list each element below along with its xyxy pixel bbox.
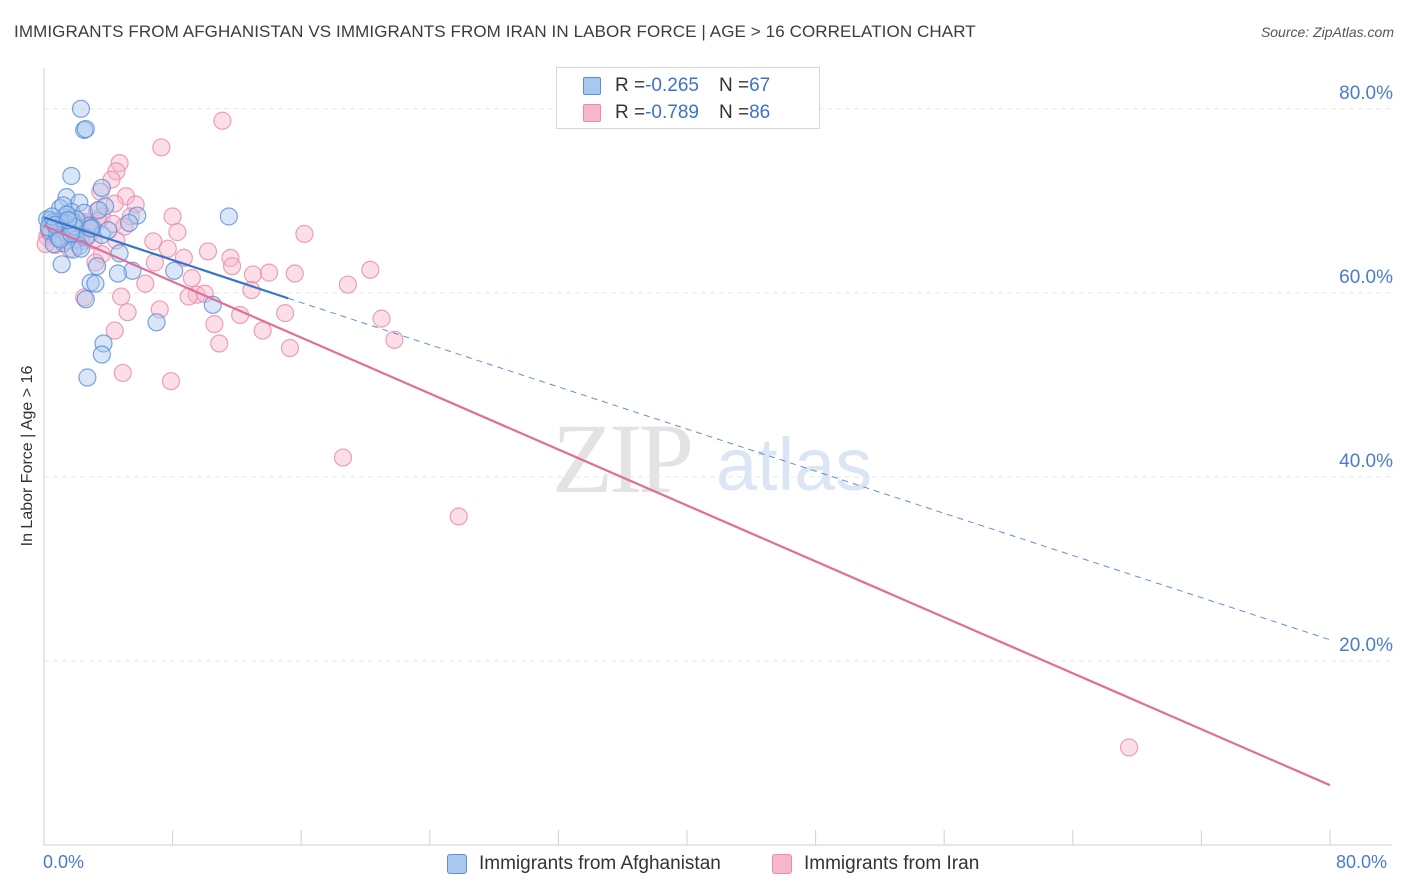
iran-point [168,223,187,242]
afghanistan-point [81,219,100,238]
iran-point [210,334,229,353]
legend-label-afghanistan: Immigrants from Afghanistan [479,853,721,874]
legend-item-iran[interactable]: Immigrants from Iran [772,852,979,876]
afghanistan-swatch [583,77,601,95]
afghanistan-points [38,99,238,387]
afghanistan-point [76,119,95,139]
stats-row-afghanistan: R = -0.265 N = 67 [615,74,770,98]
iran-point [253,321,272,340]
x-tick-label-min: 0.0% [43,852,85,872]
n-label: N = [718,75,750,96]
iran-point [1119,738,1139,757]
r-value: -0.789 [645,102,699,123]
iran-point [259,263,279,282]
gridlines [44,108,1392,662]
y-tick-label: 80.0% [1339,83,1393,104]
iran-point [361,260,380,279]
r-label: R = [615,102,646,123]
n-value: 67 [749,75,771,96]
afghanistan-point [78,368,97,387]
y-tick-label: 20.0% [1339,635,1393,656]
iran-point [198,242,218,261]
iran-point [449,507,468,526]
afghanistan-point [86,274,105,293]
afghanistan-point [52,255,71,274]
iran-point [222,257,242,276]
y-tick-labels: 20.0% 40.0% 60.0% 80.0% [1339,83,1393,656]
afghanistan-point [108,264,128,283]
iran-point [152,138,171,157]
afghanistan-trend-line [43,216,289,300]
afghanistan-point [75,120,94,140]
afghanistan-point [165,261,184,280]
legend-item-afghanistan[interactable]: Immigrants from Afghanistan [447,852,721,876]
iran-point [118,303,137,322]
watermark-zip: ZIP [552,403,690,514]
iran-point [182,269,201,288]
afghanistan-point [62,166,81,186]
iran-point [213,111,232,130]
iran-point [112,287,131,306]
afghanistan-point [219,207,238,226]
iran-point [280,338,300,358]
afghanistan-point [92,345,111,364]
afghanistan-trend-extension [288,297,1331,641]
stats-row-iran: R = -0.789 N = 86 [615,101,770,125]
iran-point [163,207,182,226]
iran-point [161,372,181,391]
x-tick-label-max: 80.0% [1336,852,1388,872]
iran-point [333,448,353,467]
stats-box: R = -0.265 N = 67 R = -0.789 N = 86 [556,67,820,129]
iran-point [243,265,263,284]
legend-swatch-iran [772,854,792,874]
afghanistan-point [147,313,166,332]
n-label: N = [718,102,750,123]
iran-point [338,275,357,294]
afghanistan-point [87,257,107,276]
watermark: ZIP atlas [552,403,872,514]
iran-point [372,309,391,328]
iran-point [385,330,404,349]
iran-point [136,274,155,293]
iran-point [205,315,224,334]
iran-point [144,232,163,251]
iran-point [105,321,124,340]
afghanistan-point [89,200,108,220]
iran-trend-line [43,224,1331,787]
y-tick-label: 40.0% [1339,451,1393,472]
trend-lines [43,216,1331,787]
n-value: 86 [749,102,771,123]
r-value: -0.265 [645,75,699,96]
iran-point [113,363,132,383]
iran-point [158,239,177,258]
r-label: R = [615,75,646,96]
y-tick-label: 60.0% [1339,267,1393,288]
chart-title: IMMIGRANTS FROM AFGHANISTAN VS IMMIGRANT… [14,22,976,41]
axes [43,68,1392,846]
legend-label-iran: Immigrants from Iran [804,853,980,874]
afghanistan-point [92,178,111,198]
afghanistan-point [71,99,91,118]
legend-swatch-afghanistan [447,854,467,874]
iran-swatch [583,104,601,122]
source-label: Source: ZipAtlas.com [1260,24,1394,40]
iran-point [121,207,140,226]
iran-point [276,304,295,323]
afghanistan-point [120,213,139,233]
iran-point [295,224,314,244]
afghanistan-point [76,290,95,309]
iran-point [285,264,304,283]
